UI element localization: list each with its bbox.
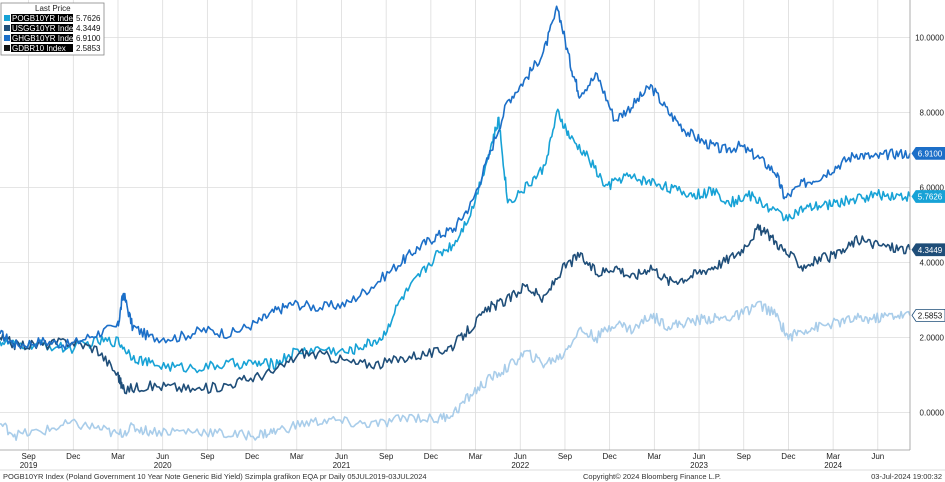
last-value-labels: 6.9100 5.7626 4.3449 2.5853 bbox=[911, 146, 945, 322]
legend-item-gdbr: GDBR10 Index 2.5853 bbox=[4, 44, 101, 53]
last-value-text: 4.3449 bbox=[918, 246, 943, 255]
x-year-label: 2022 bbox=[511, 461, 529, 470]
legend-item-name: POGB10YR Index bbox=[12, 14, 77, 23]
x-year-label: 2024 bbox=[824, 461, 842, 470]
legend-swatch bbox=[4, 25, 10, 31]
legend-name-bg bbox=[11, 14, 73, 22]
x-month-label: Mar bbox=[469, 452, 483, 461]
legend-item-value: 2.5853 bbox=[76, 44, 101, 53]
y-tick-label: 2.0000 bbox=[920, 334, 945, 343]
x-month-label: Sep bbox=[21, 452, 36, 461]
x-month-label: Mar bbox=[647, 452, 661, 461]
x-month-label: Dec bbox=[245, 452, 259, 461]
footer-source: POGB10YR Index (Poland Government 10 Yea… bbox=[3, 472, 427, 481]
x-month-label: Dec bbox=[66, 452, 80, 461]
last-value-text: 2.5853 bbox=[918, 311, 943, 320]
series-line-ghgb10yr bbox=[0, 5, 911, 350]
x-month-label: Dec bbox=[424, 452, 438, 461]
last-value-tag: 5.7626 bbox=[911, 190, 945, 203]
x-month-label: Sep bbox=[737, 452, 752, 461]
x-month-label: Dec bbox=[781, 452, 795, 461]
legend-swatch bbox=[4, 35, 10, 41]
last-value-text: 5.7626 bbox=[918, 193, 943, 202]
x-year-label: 2019 bbox=[20, 461, 38, 470]
legend-name-bg bbox=[11, 34, 73, 42]
y-tick-label: 4.0000 bbox=[920, 259, 945, 268]
axis-layer: 0.0000 2.0000 4.0000 6.0000 8.0000 10.0000 Sep… bbox=[0, 0, 945, 470]
legend-item-pogb: POGB10YR Index 5.7626 bbox=[4, 14, 101, 23]
legend-item-usgg: USGG10YR Index 4.3449 bbox=[4, 24, 101, 33]
series-layer bbox=[0, 5, 911, 441]
x-month-label: Sep bbox=[558, 452, 573, 461]
legend-item-value: 5.7626 bbox=[76, 14, 101, 23]
legend-item-name: USGG10YR Index bbox=[12, 24, 77, 33]
x-month-label: Jun bbox=[871, 452, 884, 461]
series-line-usgg10yr bbox=[0, 223, 911, 395]
footer-timestamp: 03-Jul-2024 19:00:32 bbox=[871, 472, 942, 481]
y-tick-label: 0.0000 bbox=[920, 409, 945, 418]
x-month-label: Dec bbox=[603, 452, 617, 461]
x-month-label: Mar bbox=[826, 452, 840, 461]
legend-swatch bbox=[4, 15, 10, 21]
x-year-label: 2021 bbox=[333, 461, 351, 470]
x-month-label: Jun bbox=[156, 452, 169, 461]
x-month-label: Sep bbox=[200, 452, 215, 461]
legend-item-value: 6.9100 bbox=[76, 34, 101, 43]
y-tick-label: 8.0000 bbox=[920, 109, 945, 118]
y-tick-label: 10.0000 bbox=[915, 34, 944, 43]
x-year-label: 2020 bbox=[154, 461, 172, 470]
x-month-label: Jun bbox=[693, 452, 706, 461]
legend-item-value: 4.3449 bbox=[76, 24, 101, 33]
legend-item-ghgb: GHGB10YR Index 6.9100 bbox=[4, 34, 101, 43]
legend-item-name: GDBR10 Index bbox=[12, 44, 66, 53]
footer-copyright: Copyright© 2024 Bloomberg Finance L.P. bbox=[583, 472, 721, 481]
y-tick-label: 6.0000 bbox=[920, 184, 945, 193]
last-value-tag: 2.5853 bbox=[911, 308, 945, 322]
last-value-tag: 4.3449 bbox=[911, 243, 945, 257]
x-month-label: Jun bbox=[335, 452, 348, 461]
x-year-label: 2023 bbox=[690, 461, 708, 470]
last-value-text: 6.9100 bbox=[918, 149, 943, 158]
series-line-pogb10yr bbox=[0, 108, 911, 374]
x-month-label: Sep bbox=[379, 452, 394, 461]
legend-name-bg bbox=[11, 24, 73, 32]
legend-item-name: GHGB10YR Index bbox=[12, 34, 77, 43]
x-month-label: Mar bbox=[290, 452, 304, 461]
last-value-tag: 6.9100 bbox=[911, 146, 945, 160]
legend: Last Price POGB10YR Index 5.7626 USGG10Y… bbox=[0, 2, 105, 56]
x-month-label: Mar bbox=[111, 452, 125, 461]
legend-swatch bbox=[4, 45, 10, 51]
grid-layer bbox=[0, 0, 910, 450]
x-month-label: Jun bbox=[514, 452, 527, 461]
legend-name-bg bbox=[11, 44, 73, 52]
legend-title: Last Price bbox=[35, 4, 71, 13]
series-line-gdbr10 bbox=[0, 300, 911, 441]
